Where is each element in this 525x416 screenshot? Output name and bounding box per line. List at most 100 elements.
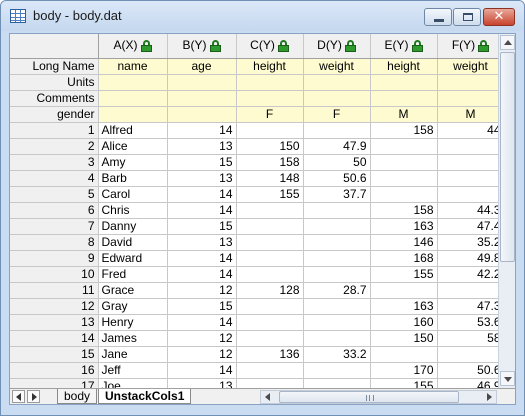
data-cell[interactable] bbox=[303, 250, 371, 267]
meta-cell[interactable] bbox=[167, 90, 237, 107]
data-cell[interactable]: 14 bbox=[167, 186, 237, 203]
data-cell[interactable]: 13 bbox=[167, 138, 237, 155]
data-cell[interactable] bbox=[437, 154, 505, 171]
data-cell[interactable] bbox=[303, 314, 371, 331]
data-cell[interactable] bbox=[303, 330, 371, 347]
data-cell[interactable]: 47.4 bbox=[437, 218, 505, 235]
data-cell[interactable]: 14 bbox=[167, 314, 237, 331]
prev-sheet-button[interactable] bbox=[12, 390, 25, 403]
horizontal-scrollbar[interactable] bbox=[260, 390, 497, 404]
data-cell[interactable]: Gray bbox=[98, 298, 168, 315]
data-cell[interactable]: 14 bbox=[167, 250, 237, 267]
data-cell[interactable]: 50.6 bbox=[303, 170, 371, 187]
meta-cell[interactable]: M bbox=[437, 106, 505, 123]
data-cell[interactable]: 158 bbox=[370, 202, 438, 219]
data-cell[interactable] bbox=[236, 218, 304, 235]
data-cell[interactable]: 150 bbox=[236, 138, 304, 155]
meta-cell[interactable]: height bbox=[370, 58, 438, 75]
data-cell[interactable]: 13 bbox=[167, 170, 237, 187]
data-cell[interactable] bbox=[370, 154, 438, 171]
data-cell[interactable]: 15 bbox=[167, 298, 237, 315]
column-header[interactable]: F(Y) bbox=[437, 34, 505, 59]
column-header[interactable]: B(Y) bbox=[167, 34, 237, 59]
data-cell[interactable]: 155 bbox=[370, 266, 438, 283]
data-cell[interactable]: 44.3 bbox=[437, 202, 505, 219]
data-cell[interactable] bbox=[303, 362, 371, 379]
meta-row-label[interactable]: gender bbox=[10, 106, 99, 123]
data-cell[interactable]: Alice bbox=[98, 138, 168, 155]
title-bar[interactable]: body - body.dat ✕ bbox=[1, 1, 524, 31]
data-cell[interactable] bbox=[370, 346, 438, 363]
meta-cell[interactable] bbox=[303, 74, 371, 91]
row-header[interactable]: 5 bbox=[10, 186, 99, 203]
meta-cell[interactable]: F bbox=[303, 106, 371, 123]
data-cell[interactable] bbox=[303, 234, 371, 251]
data-cell[interactable] bbox=[236, 250, 304, 267]
data-cell[interactable] bbox=[437, 186, 505, 203]
data-cell[interactable]: 47.9 bbox=[303, 138, 371, 155]
data-cell[interactable]: 49.8 bbox=[437, 250, 505, 267]
row-header[interactable]: 14 bbox=[10, 330, 99, 347]
data-cell[interactable]: 13 bbox=[167, 234, 237, 251]
data-cell[interactable]: 33.2 bbox=[303, 346, 371, 363]
vertical-scroll-thumb[interactable] bbox=[500, 52, 515, 262]
data-cell[interactable] bbox=[437, 346, 505, 363]
meta-cell[interactable] bbox=[98, 90, 168, 107]
data-cell[interactable] bbox=[437, 138, 505, 155]
data-cell[interactable]: 28.7 bbox=[303, 282, 371, 299]
next-sheet-button[interactable] bbox=[27, 390, 40, 403]
data-cell[interactable]: Edward bbox=[98, 250, 168, 267]
data-cell[interactable]: 14 bbox=[167, 266, 237, 283]
arrow-left-icon[interactable] bbox=[265, 393, 270, 401]
meta-cell[interactable] bbox=[98, 74, 168, 91]
row-header[interactable]: 7 bbox=[10, 218, 99, 235]
sheet-tab-unstackcols1[interactable]: UnstackCols1 bbox=[98, 389, 192, 404]
data-cell[interactable] bbox=[236, 266, 304, 283]
meta-cell[interactable]: height bbox=[236, 58, 304, 75]
data-cell[interactable]: 158 bbox=[236, 154, 304, 171]
data-cell[interactable]: 12 bbox=[167, 282, 237, 299]
row-header[interactable]: 1 bbox=[10, 122, 99, 139]
data-cell[interactable]: 12 bbox=[167, 330, 237, 347]
data-cell[interactable]: 35.2 bbox=[437, 234, 505, 251]
data-cell[interactable] bbox=[303, 122, 371, 139]
data-cell[interactable] bbox=[370, 186, 438, 203]
meta-cell[interactable] bbox=[437, 74, 505, 91]
vertical-scrollbar[interactable] bbox=[498, 34, 515, 388]
arrow-right-icon[interactable] bbox=[487, 393, 492, 401]
data-cell[interactable] bbox=[303, 298, 371, 315]
row-header[interactable]: 13 bbox=[10, 314, 99, 331]
data-cell[interactable]: 50.6 bbox=[437, 362, 505, 379]
select-all-corner[interactable] bbox=[10, 34, 99, 59]
row-header[interactable]: 8 bbox=[10, 234, 99, 251]
column-header[interactable]: A(X) bbox=[98, 34, 168, 59]
data-cell[interactable]: 58 bbox=[437, 330, 505, 347]
meta-cell[interactable]: weight bbox=[303, 58, 371, 75]
meta-cell[interactable] bbox=[370, 90, 438, 107]
data-cell[interactable]: Grace bbox=[98, 282, 168, 299]
data-cell[interactable]: 15 bbox=[167, 218, 237, 235]
data-cell[interactable] bbox=[236, 314, 304, 331]
data-cell[interactable]: 158 bbox=[370, 122, 438, 139]
meta-cell[interactable]: age bbox=[167, 58, 237, 75]
data-cell[interactable]: 53.6 bbox=[437, 314, 505, 331]
meta-cell[interactable] bbox=[167, 74, 237, 91]
data-cell[interactable] bbox=[303, 202, 371, 219]
data-cell[interactable]: Henry bbox=[98, 314, 168, 331]
data-cell[interactable]: 148 bbox=[236, 170, 304, 187]
scroll-down-button[interactable] bbox=[500, 371, 515, 386]
scroll-up-button[interactable] bbox=[500, 35, 515, 50]
data-cell[interactable]: 14 bbox=[167, 362, 237, 379]
meta-cell[interactable]: name bbox=[98, 58, 168, 75]
data-cell[interactable]: 136 bbox=[236, 346, 304, 363]
data-cell[interactable]: 170 bbox=[370, 362, 438, 379]
data-cell[interactable]: David bbox=[98, 234, 168, 251]
data-cell[interactable]: Jeff bbox=[98, 362, 168, 379]
row-header[interactable]: 2 bbox=[10, 138, 99, 155]
minimize-button[interactable] bbox=[424, 8, 452, 26]
row-header[interactable]: 4 bbox=[10, 170, 99, 187]
data-cell[interactable] bbox=[370, 138, 438, 155]
meta-cell[interactable] bbox=[236, 90, 304, 107]
meta-cell[interactable]: F bbox=[236, 106, 304, 123]
data-cell[interactable] bbox=[236, 362, 304, 379]
